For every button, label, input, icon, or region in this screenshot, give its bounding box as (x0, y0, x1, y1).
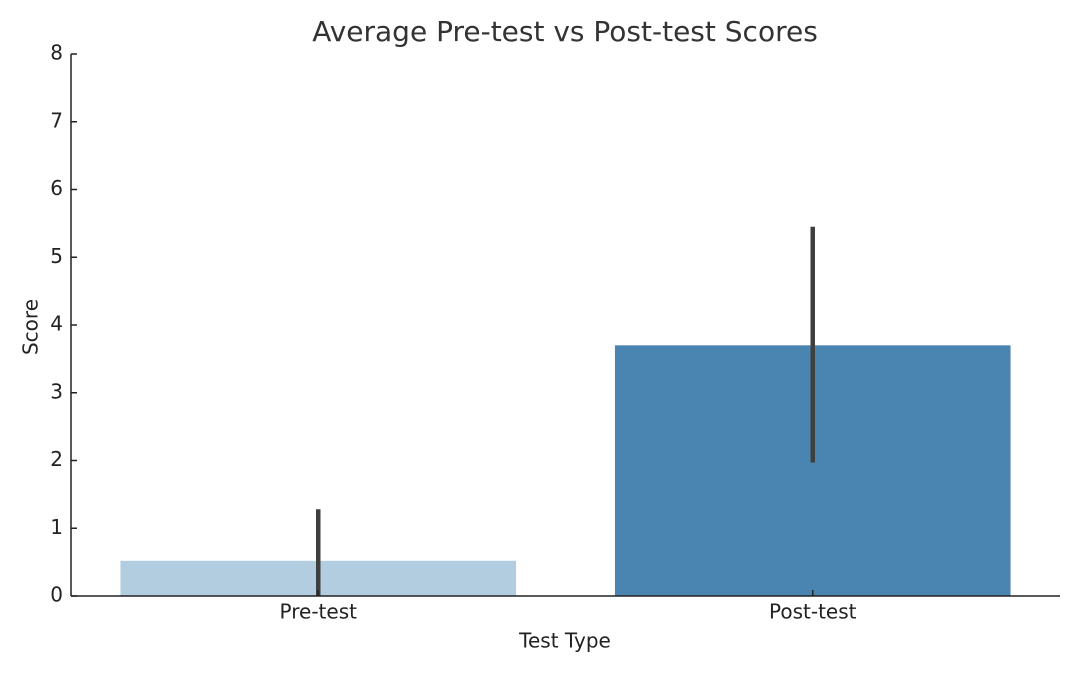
y-tick-label: 1 (50, 515, 63, 539)
y-tick-label: 8 (50, 41, 63, 65)
x-tick-label: Post-test (769, 600, 857, 624)
y-tick-label: 6 (50, 176, 63, 200)
y-tick-label: 5 (50, 244, 63, 268)
x-axis-label: Test Type (518, 629, 611, 653)
chart-title: Average Pre-test vs Post-test Scores (312, 15, 818, 48)
y-tick-label: 3 (50, 379, 63, 403)
y-tick-label: 0 (50, 583, 63, 607)
x-tick-label: Pre-test (280, 600, 358, 624)
y-tick-label: 4 (50, 312, 63, 336)
y-axis-label: Score (19, 299, 43, 355)
y-tick-label: 2 (50, 447, 63, 471)
y-tick-label: 7 (50, 108, 63, 132)
